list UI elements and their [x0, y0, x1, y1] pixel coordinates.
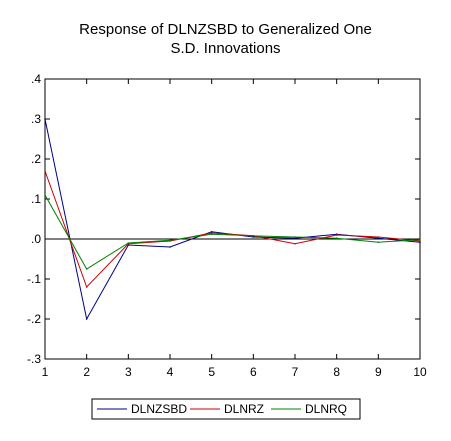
data-point — [85, 286, 88, 288]
y-tick-label: .4 — [31, 72, 41, 86]
chart-title-line1: Response of DLNZSBD to Generalized One — [79, 21, 372, 38]
y-tick-label: -.2 — [27, 312, 41, 326]
x-tick-label: 7 — [292, 365, 299, 379]
y-tick-label: .1 — [31, 192, 41, 206]
data-point — [210, 233, 213, 235]
data-point — [85, 268, 88, 270]
series-lines — [44, 118, 421, 321]
data-point — [377, 236, 380, 238]
data-point — [44, 118, 46, 120]
x-tick-label: 10 — [413, 365, 427, 379]
y-tick-label: .3 — [31, 112, 41, 126]
y-tick-label: .2 — [31, 152, 41, 166]
y-tick-label: .0 — [31, 232, 41, 246]
data-point — [210, 232, 213, 234]
x-tick-label: 2 — [83, 365, 90, 379]
data-point — [169, 246, 171, 248]
data-point — [252, 236, 255, 238]
data-point — [169, 239, 171, 241]
data-point — [419, 239, 421, 241]
chart-title: Response of DLNZSBD to Generalized One S… — [0, 20, 451, 58]
legend-label-dlnrq: DLNRQ — [305, 402, 347, 416]
data-point — [85, 318, 88, 320]
y-axis: .4 .3 .2 .1 .0 -.1 -.2 -.3 — [27, 72, 420, 366]
x-tick-label: 6 — [250, 365, 257, 379]
legend: DLNZSBD DLNRZ DLNRQ — [91, 398, 361, 420]
x-tick-label: 4 — [167, 365, 174, 379]
data-point — [294, 243, 296, 245]
data-point — [419, 241, 421, 243]
data-point — [377, 241, 380, 243]
data-point — [252, 235, 255, 237]
plot-area — [44, 78, 421, 360]
data-point — [44, 194, 46, 196]
data-point — [335, 234, 338, 236]
y-tick-label: -.1 — [27, 272, 41, 286]
x-tick-label: 3 — [125, 365, 132, 379]
x-tick-label: 8 — [333, 365, 340, 379]
data-point — [335, 237, 338, 239]
data-point — [44, 170, 46, 172]
legend-label-dlnrz: DLNRZ — [224, 402, 264, 416]
data-point — [127, 242, 130, 244]
data-point — [419, 240, 421, 242]
x-tick-label: 1 — [42, 365, 49, 379]
x-tick-label: 5 — [208, 365, 215, 379]
x-tick-label: 9 — [375, 365, 382, 379]
legend-label-dlnzsbd: DLNZSBD — [131, 402, 187, 416]
data-point — [210, 231, 213, 233]
x-axis: 1 2 3 4 5 6 7 8 9 10 — [42, 79, 427, 379]
y-tick-label: -.3 — [27, 352, 41, 366]
data-point — [294, 237, 296, 239]
data-point — [294, 236, 296, 238]
legend-box — [91, 398, 361, 420]
chart-title-line2: S.D. Innovations — [170, 40, 281, 57]
series-line-dlnrq — [44, 194, 421, 270]
series-line-dlnrz — [44, 170, 421, 288]
data-point — [377, 237, 380, 239]
